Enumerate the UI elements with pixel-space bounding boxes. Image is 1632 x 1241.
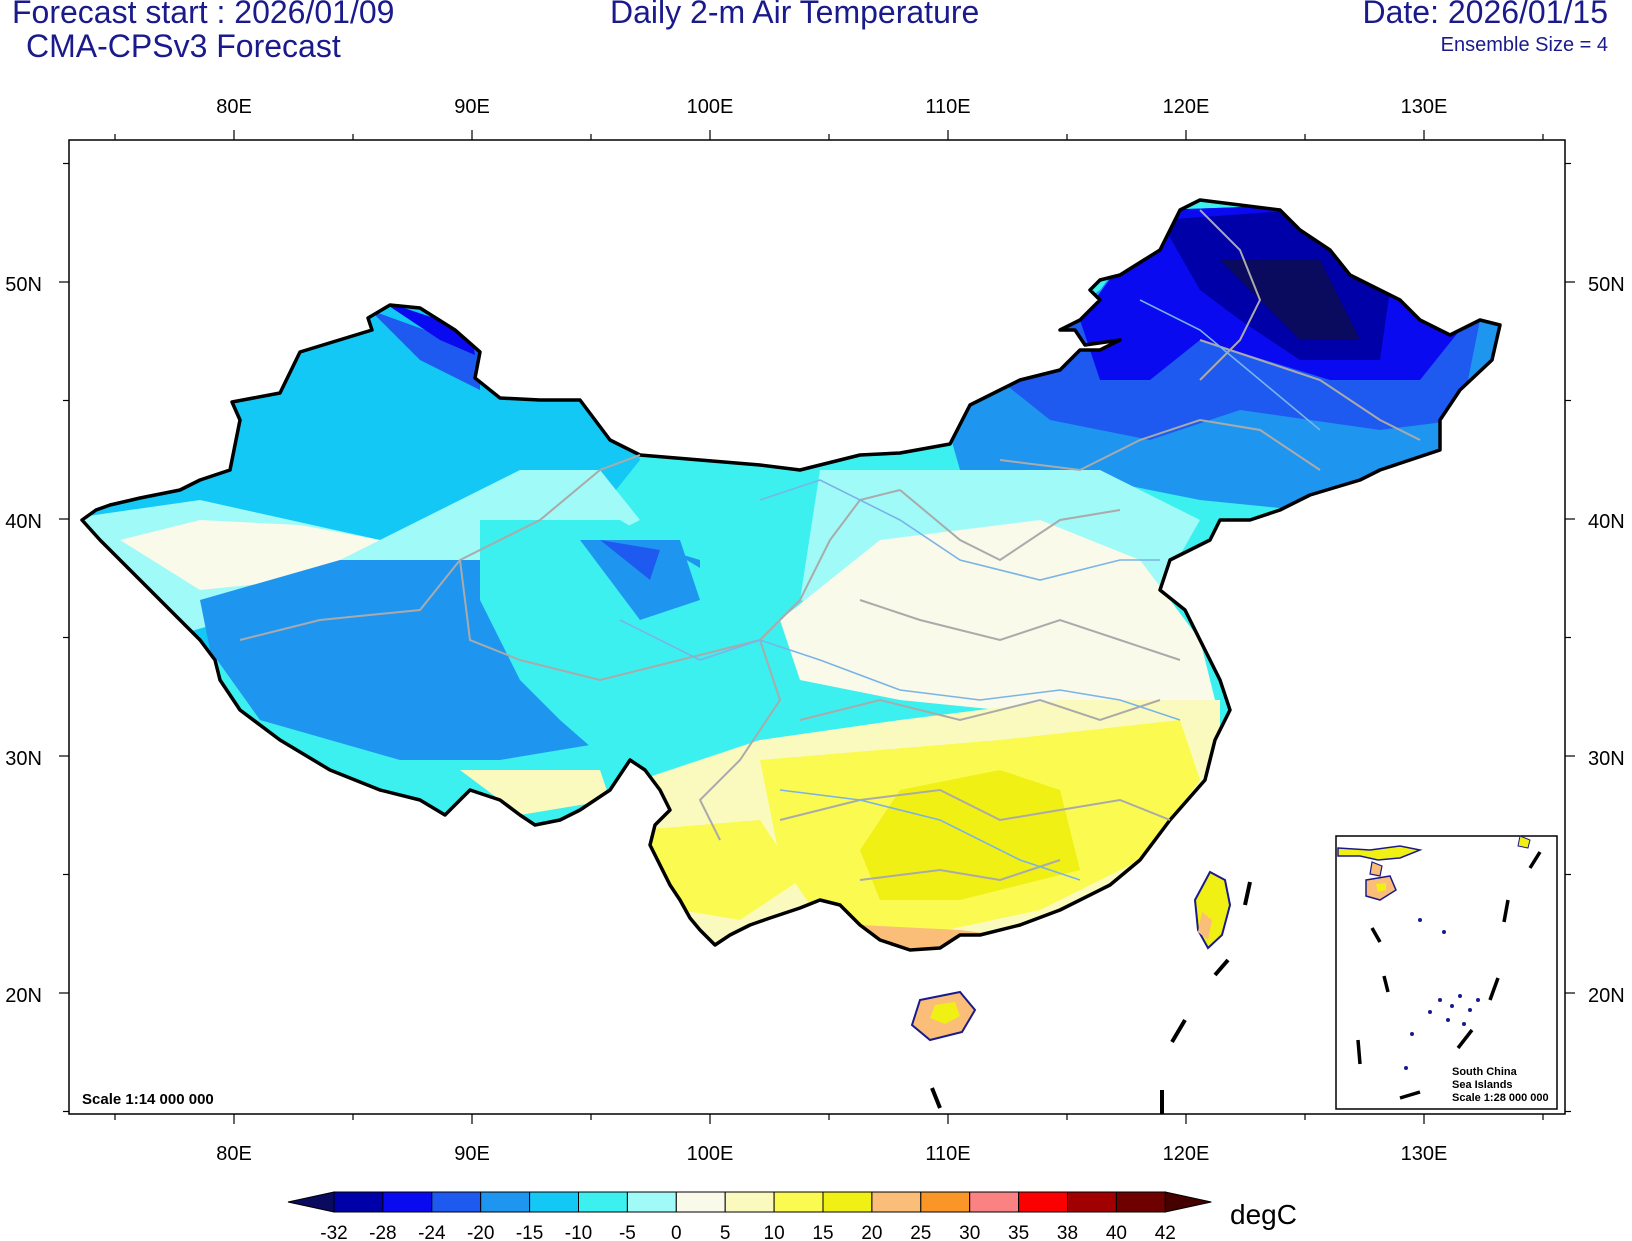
- colorbar-tick-label: 42: [1155, 1223, 1176, 1241]
- colorbar-box: [724, 1191, 775, 1213]
- lon-label-top-110E: 110E: [925, 96, 970, 118]
- colorbar-tick-label: -24: [418, 1223, 446, 1241]
- colorbar-tick-label: 35: [1008, 1223, 1029, 1241]
- colorbar-over-arrow: [1164, 1191, 1212, 1213]
- colorbar-tick-label: -28: [369, 1223, 396, 1241]
- colorbar-unit: degC: [1230, 1199, 1297, 1230]
- colorbar-tick-label: 5: [720, 1223, 731, 1241]
- colorbar-box: [578, 1191, 628, 1213]
- colorbar-tick-label: 15: [812, 1223, 833, 1241]
- lat-label-left-20N: 20N: [5, 985, 42, 1007]
- maritime-dashes: [930, 881, 1252, 1114]
- lon-label-bottom-100E: 100E: [687, 1143, 734, 1165]
- colorbar-tick-label: -15: [516, 1223, 543, 1241]
- forecast-date-label: Date: 2026/01/15: [1362, 0, 1608, 30]
- colorbar-under-arrow: [287, 1191, 335, 1213]
- colorbar-tick-label: 25: [910, 1223, 931, 1241]
- lon-label-bottom-130E: 130E: [1401, 1143, 1448, 1165]
- colorbar: -32 -28 -24 -20 -15 -10 -5 0 5 10 15 20 25 30 35 38 40 42: [287, 1191, 1212, 1241]
- rivers: [619, 299, 1321, 881]
- axis-ticks: [59, 130, 1575, 1124]
- colorbar-tick-label: -32: [320, 1223, 347, 1241]
- ensemble-size-label: Ensemble Size = 4: [1440, 34, 1608, 56]
- lon-label-top-90E: 90E: [454, 96, 490, 118]
- colorbar-box: [431, 1191, 482, 1213]
- lat-label-left-30N: 30N: [5, 748, 42, 770]
- colorbar-box: [529, 1191, 579, 1213]
- colorbar-box: [871, 1191, 922, 1213]
- lon-label-bottom-120E: 120E: [1163, 1143, 1210, 1165]
- colorbar-box: [675, 1191, 726, 1213]
- model-label: CMA-CPSv3 Forecast: [26, 28, 341, 64]
- lon-label-top-80E: 80E: [216, 96, 252, 118]
- country-border: [80, 198, 1502, 952]
- forecast-start-label: Forecast start : 2026/01/09: [12, 0, 395, 30]
- lat-label-left-50N: 50N: [5, 274, 42, 296]
- lon-label-top-100E: 100E: [687, 96, 734, 118]
- lat-label-left-40N: 40N: [5, 511, 42, 533]
- inset-title-line1: South China: [1452, 1066, 1518, 1078]
- colorbar-tick-label: 40: [1106, 1223, 1127, 1241]
- colorbar-box: [773, 1191, 824, 1213]
- colorbar-tick-label: -10: [565, 1223, 592, 1241]
- colorbar-tick-label: 30: [959, 1223, 980, 1241]
- colorbar-tick-label: -5: [619, 1223, 636, 1241]
- lon-label-top-130E: 130E: [1401, 96, 1448, 118]
- colorbar-box: [920, 1191, 971, 1213]
- lon-label-bottom-110E: 110E: [925, 1143, 970, 1165]
- colorbar-box: [480, 1191, 531, 1213]
- colorbar-tick-label: 10: [764, 1223, 785, 1241]
- inset-title-line2: Sea Islands: [1452, 1079, 1513, 1091]
- colorbar-box: [333, 1191, 384, 1213]
- lat-label-right-50N: 50N: [1588, 274, 1625, 296]
- colorbar-box: [969, 1191, 1020, 1213]
- colorbar-tick-label: 20: [861, 1223, 882, 1241]
- colorbar-box: [382, 1191, 433, 1213]
- map-title: Daily 2-m Air Temperature: [610, 0, 980, 30]
- colorbar-box: [1067, 1191, 1117, 1213]
- colorbar-tick-label: -20: [467, 1223, 494, 1241]
- lon-label-top-120E: 120E: [1163, 96, 1210, 118]
- lat-label-right-30N: 30N: [1588, 748, 1625, 770]
- colorbar-box: [1018, 1191, 1068, 1213]
- inset-scale-label: Scale 1:28 000 000: [1452, 1092, 1549, 1104]
- map-scale-label: Scale 1:14 000 000: [82, 1091, 214, 1108]
- colorbar-box: [1115, 1191, 1166, 1213]
- south-china-sea-inset: South China Sea Islands Scale 1:28 000 0…: [1335, 835, 1558, 1110]
- lon-label-bottom-90E: 90E: [454, 1143, 490, 1165]
- lon-label-bottom-80E: 80E: [216, 1143, 252, 1165]
- colorbar-box: [822, 1191, 873, 1213]
- lat-label-right-20N: 20N: [1588, 985, 1625, 1007]
- colorbar-tick-label: 38: [1057, 1223, 1078, 1241]
- colorbar-tick-label: 0: [671, 1223, 682, 1241]
- colorbar-box: [626, 1191, 677, 1213]
- lat-label-right-40N: 40N: [1588, 511, 1625, 533]
